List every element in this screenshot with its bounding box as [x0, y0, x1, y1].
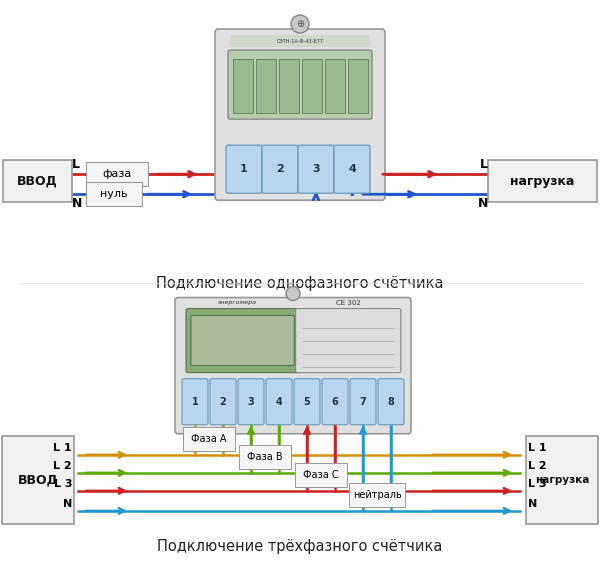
Text: ВВОД: ВВОД — [17, 174, 58, 188]
Text: 4: 4 — [275, 397, 283, 407]
FancyBboxPatch shape — [296, 309, 401, 373]
FancyBboxPatch shape — [294, 379, 320, 425]
Text: 8: 8 — [388, 397, 394, 407]
FancyBboxPatch shape — [191, 315, 294, 366]
FancyBboxPatch shape — [175, 297, 411, 434]
FancyBboxPatch shape — [349, 483, 405, 507]
Text: N: N — [478, 197, 488, 210]
Bar — [348, 59, 368, 113]
FancyBboxPatch shape — [378, 379, 404, 425]
Text: ВВОД: ВВОД — [17, 473, 58, 486]
Text: СЭТН-1А-Ф-43-Б77: СЭТН-1А-Ф-43-Б77 — [277, 39, 323, 44]
Text: нейтраль: нейтраль — [353, 490, 401, 500]
FancyBboxPatch shape — [238, 379, 264, 425]
Text: 1: 1 — [240, 164, 248, 174]
FancyBboxPatch shape — [350, 379, 376, 425]
Text: L 3: L 3 — [528, 479, 547, 489]
Text: N: N — [72, 197, 82, 210]
Text: L 2: L 2 — [528, 461, 547, 471]
Text: Фаза С: Фаза С — [303, 470, 339, 480]
FancyBboxPatch shape — [3, 160, 72, 202]
Text: нагрузка: нагрузка — [535, 475, 589, 485]
FancyBboxPatch shape — [226, 145, 262, 193]
Text: фаза: фаза — [103, 169, 131, 179]
Text: нагрузка: нагрузка — [510, 174, 574, 188]
FancyBboxPatch shape — [210, 379, 236, 425]
Text: Фаза В: Фаза В — [247, 452, 283, 462]
FancyBboxPatch shape — [186, 309, 301, 373]
Text: 7: 7 — [359, 397, 367, 407]
Bar — [233, 59, 253, 113]
Bar — [230, 35, 370, 47]
Text: Фаза А: Фаза А — [191, 434, 227, 444]
FancyBboxPatch shape — [526, 436, 598, 524]
Bar — [256, 59, 276, 113]
Text: 2: 2 — [220, 397, 226, 407]
Text: L 3: L 3 — [53, 479, 72, 489]
FancyBboxPatch shape — [86, 162, 148, 186]
Text: 4: 4 — [348, 164, 356, 174]
Text: нуль: нуль — [100, 189, 128, 199]
Text: 1: 1 — [191, 397, 199, 407]
Circle shape — [286, 287, 300, 301]
FancyBboxPatch shape — [182, 379, 208, 425]
Text: СЕ 302: СЕ 302 — [336, 300, 361, 306]
Text: L: L — [72, 158, 80, 171]
FancyBboxPatch shape — [266, 379, 292, 425]
FancyBboxPatch shape — [183, 427, 235, 451]
FancyBboxPatch shape — [334, 145, 370, 193]
Text: 3: 3 — [248, 397, 254, 407]
Circle shape — [291, 15, 309, 33]
Text: L 1: L 1 — [53, 443, 72, 453]
Text: 2: 2 — [276, 164, 284, 174]
Text: ⊕: ⊕ — [296, 19, 304, 29]
Text: Подключение трёхфазного счётчика: Подключение трёхфазного счётчика — [157, 540, 443, 554]
FancyBboxPatch shape — [2, 436, 74, 524]
FancyBboxPatch shape — [228, 50, 372, 119]
Bar — [302, 59, 322, 113]
FancyBboxPatch shape — [262, 145, 298, 193]
FancyBboxPatch shape — [298, 145, 334, 193]
FancyBboxPatch shape — [86, 182, 142, 206]
Text: N: N — [63, 499, 72, 509]
FancyBboxPatch shape — [239, 445, 291, 469]
Text: L 1: L 1 — [528, 443, 547, 453]
Text: N: N — [528, 499, 537, 509]
Text: 3: 3 — [312, 164, 320, 174]
FancyBboxPatch shape — [322, 379, 348, 425]
Text: энергомера: энергомера — [218, 300, 257, 305]
Bar — [325, 59, 345, 113]
Text: 5: 5 — [304, 397, 310, 407]
Text: L: L — [480, 158, 488, 171]
FancyBboxPatch shape — [488, 160, 597, 202]
Text: L 2: L 2 — [53, 461, 72, 471]
FancyBboxPatch shape — [215, 29, 385, 200]
FancyBboxPatch shape — [295, 463, 347, 487]
Bar — [279, 59, 299, 113]
Text: Подключение однофазного счётчика: Подключение однофазного счётчика — [156, 276, 444, 291]
Text: 6: 6 — [332, 397, 338, 407]
